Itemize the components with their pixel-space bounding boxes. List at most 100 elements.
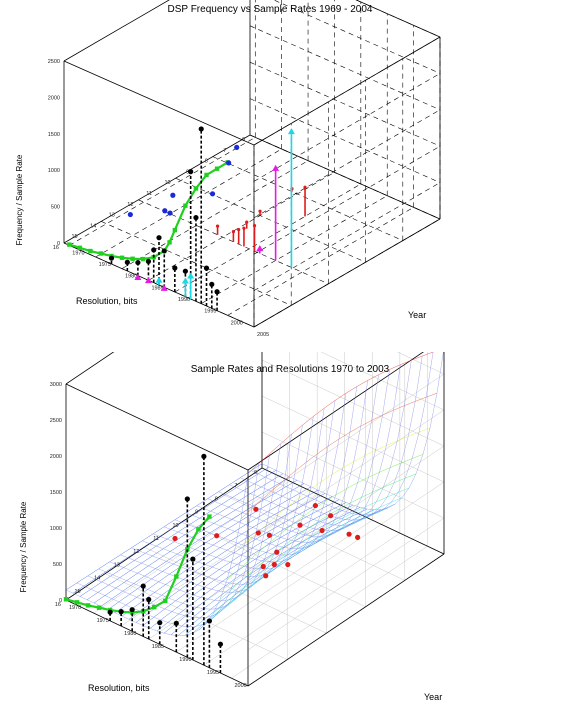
gridline [212, 156, 403, 241]
gridline [201, 195, 388, 304]
data-point [263, 573, 269, 579]
surface-mesh-line [65, 473, 249, 636]
data-point [98, 251, 104, 256]
axis-frame-edge [355, 0, 441, 38]
data-point [319, 527, 325, 534]
data-point [209, 281, 215, 287]
data-point [167, 240, 172, 245]
data-arrow [155, 276, 163, 283]
z-tick-label: 1000 [50, 526, 62, 532]
data-point [253, 506, 259, 512]
data-point [252, 224, 257, 228]
gridline [69, 137, 256, 246]
data-point [215, 224, 220, 228]
surface-mesh-line [131, 416, 314, 585]
z-tick-label: 2500 [50, 418, 62, 424]
y-axis-label: Resolution, bits [88, 683, 150, 693]
gridline [247, 409, 445, 543]
y-tick-label: 9 [195, 510, 198, 516]
data-arrow [144, 277, 152, 284]
data-point [77, 245, 83, 251]
z-tick-label: 2000 [50, 454, 62, 460]
surface-mesh-line [142, 408, 325, 577]
axis-frame-edge [65, 599, 249, 687]
y-axis-label: Resolution, bits [76, 296, 138, 306]
z-tick-label: 0 [59, 598, 62, 604]
data-point [118, 609, 124, 615]
gridline [247, 481, 445, 615]
data-point [140, 256, 146, 262]
y-tick-label: 8 [215, 496, 218, 502]
data-point [96, 605, 102, 610]
y-tick-label: 13 [114, 562, 120, 568]
y-tick-label: 16 [55, 602, 61, 608]
axis-frame-edge [249, 134, 441, 220]
data-point [135, 259, 141, 266]
y-tick-label: 13 [109, 213, 115, 219]
axis-frame-edge [253, 218, 441, 328]
surface-mesh-line [107, 483, 305, 610]
data-point [328, 513, 334, 519]
data-arrow [134, 273, 142, 280]
data-point [88, 248, 93, 254]
data-point [170, 192, 176, 198]
data-point [245, 220, 249, 224]
data-arrow [187, 272, 195, 279]
dsp-frequency-plot-area: DSP Frequency vs Sample Rates 1969 - 200… [15, 0, 441, 338]
x-tick-label: 1985 [152, 644, 164, 650]
data-point [182, 268, 188, 274]
surface-mesh-line [153, 400, 336, 570]
data-point [183, 203, 188, 208]
data-point [271, 561, 277, 568]
data-point [274, 549, 280, 555]
data-point [172, 265, 178, 271]
data-point [303, 185, 307, 189]
data-point [63, 597, 69, 602]
data-point [157, 620, 163, 626]
surface-mesh-line [72, 466, 270, 594]
y-tick-label: 6 [242, 137, 245, 143]
data-point [346, 531, 352, 537]
gridline [320, 352, 445, 411]
data-point [173, 620, 179, 626]
data-point [312, 502, 318, 509]
x-tick-label: 1975 [99, 262, 111, 268]
y-tick-label: 14 [94, 576, 100, 582]
surface-mesh-line [205, 497, 403, 624]
z-tick-label: 1500 [48, 132, 60, 138]
x-tick-label: 2000 [231, 320, 243, 326]
gridline [174, 183, 361, 293]
axis-frame-edge [63, 134, 251, 244]
series-line [68, 161, 229, 261]
chart-title: Sample Rates and Resolutions 1970 to 200… [191, 364, 390, 375]
data-point [130, 256, 135, 261]
x-tick-label: 2005 [257, 332, 269, 338]
gridline [222, 494, 405, 581]
y-tick-label: 11 [146, 191, 152, 197]
data-point [214, 289, 220, 295]
gridline [247, 445, 445, 579]
x-tick-label: 1995 [207, 670, 219, 676]
surface-mesh-line [218, 364, 401, 532]
surface-mesh-line [196, 374, 379, 543]
surface-mesh-line [240, 392, 438, 519]
data-point [174, 574, 179, 579]
surface-mesh-line [87, 453, 271, 619]
data-point [162, 208, 168, 214]
z-tick-label: 0 [57, 241, 60, 247]
data-arrow [181, 277, 189, 284]
z-tick-label: 1000 [48, 168, 60, 174]
x-tick-label: 1980 [125, 274, 137, 280]
gridline [105, 573, 288, 660]
data-point [107, 609, 113, 615]
data-point [127, 211, 133, 218]
y-tick-label: 10 [172, 523, 178, 529]
surface-mesh-line [121, 489, 319, 617]
gridline [231, 545, 428, 679]
gridline [396, 352, 445, 375]
gridline [249, 25, 441, 111]
data-point [151, 247, 157, 253]
data-point [146, 596, 152, 603]
data-point [67, 242, 72, 247]
data-point [266, 532, 272, 538]
